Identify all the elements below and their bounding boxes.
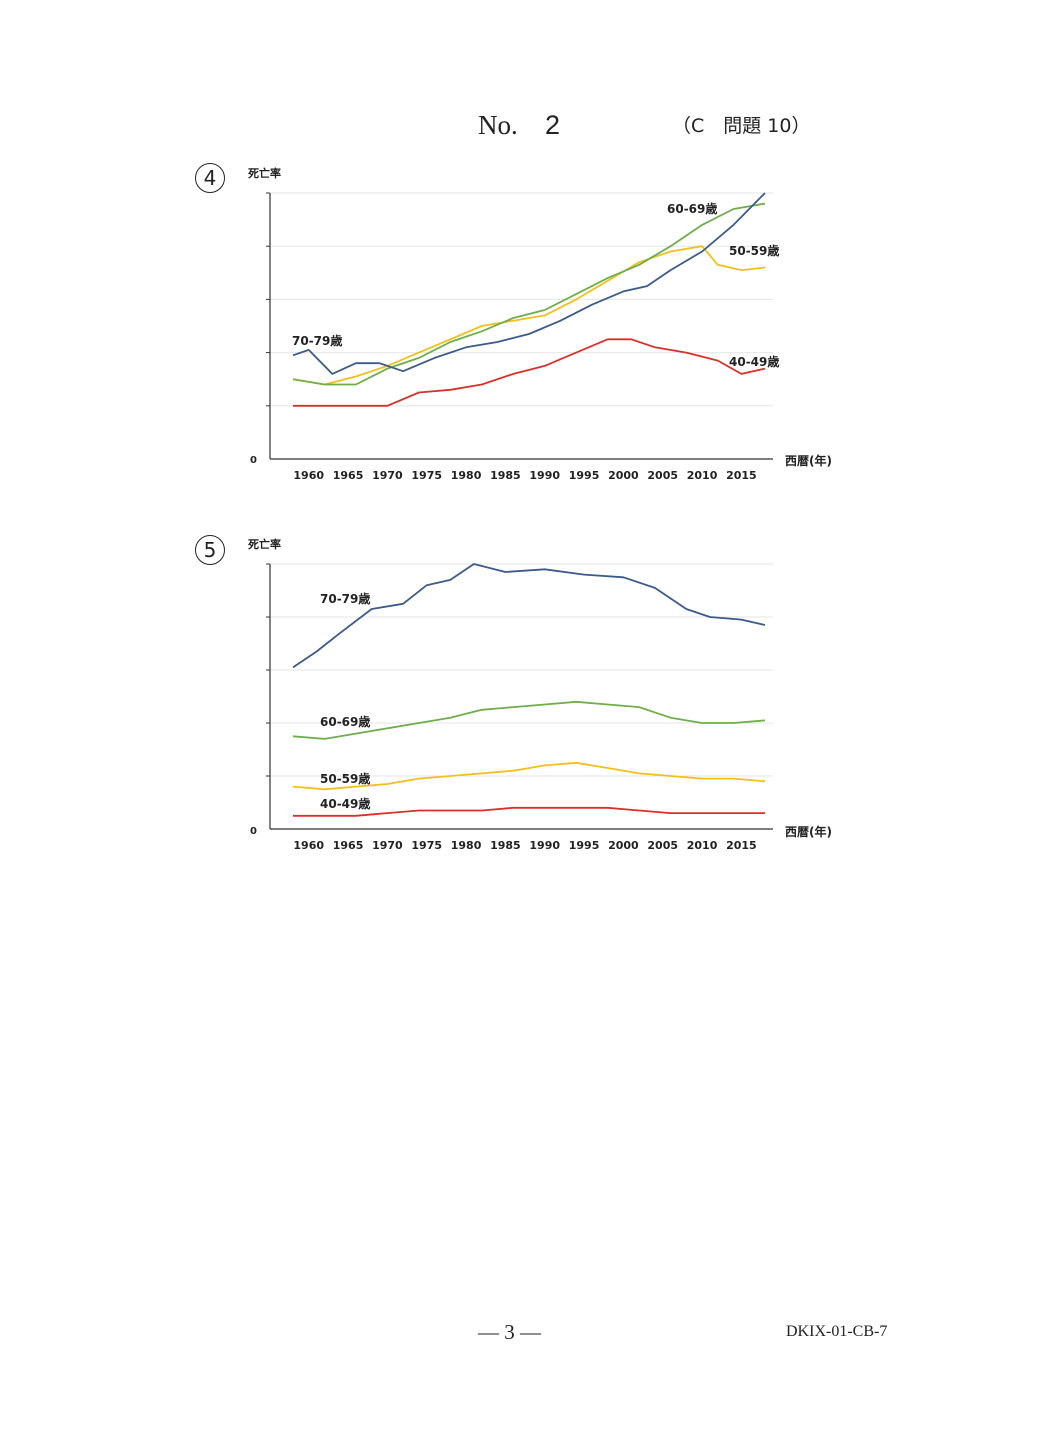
series-line-40-49 (293, 338, 766, 407)
y-zero-label: 0 (250, 826, 257, 837)
chart-4: 死亡率 0 西暦(年) 1960 1965 1970 1975 1980 1985 1990 199… (248, 166, 832, 482)
series-line-60-69 (292, 700, 766, 740)
x-axis-label: 西暦(年) (785, 824, 832, 839)
series-label: 70-79歳 (292, 333, 342, 348)
chart-marker-5: 5 (195, 535, 225, 565)
x-tick-label: 2000 (608, 839, 639, 852)
series-label: 60-69歳 (667, 201, 717, 216)
x-tick-label: 1980 (451, 469, 482, 482)
header-number: 2 (545, 110, 561, 140)
x-tick-label: 2000 (608, 469, 639, 482)
series-line-50-59 (292, 245, 766, 386)
series-label: 50-59歳 (729, 243, 779, 258)
x-tick-label: 1960 (293, 469, 324, 482)
x-tick-label: 1995 (569, 469, 600, 482)
series-label: 40-49歳 (320, 796, 370, 811)
series-label: 60-69歳 (320, 714, 370, 729)
x-tick-label: 1985 (490, 839, 521, 852)
series-line-60-69 (292, 202, 766, 386)
x-tick-label: 1985 (490, 469, 521, 482)
x-tick-label: 1960 (293, 839, 324, 852)
series-line-70-79 (292, 563, 766, 669)
series-line-40-49 (293, 806, 765, 817)
y-axis-label: 死亡率 (248, 166, 281, 180)
x-axis-label: 西暦(年) (785, 453, 832, 468)
header-question-ref: （C 問題 10） (672, 115, 811, 137)
x-tick-label: 1975 (411, 469, 442, 482)
header-no-label: No. (478, 110, 518, 140)
x-tick-label: 2015 (726, 469, 757, 482)
x-tick-label: 1995 (569, 839, 600, 852)
series-line-50-59 (292, 761, 766, 791)
x-tick-label: 1970 (372, 469, 403, 482)
series-label: 50-59歳 (320, 771, 370, 786)
chart-5: 死亡率 0 西暦(年) 1960 1965 1970 1975 1980 1985 1990 199… (248, 537, 832, 852)
x-tick-label: 2015 (726, 839, 757, 852)
x-tick-label: 1965 (333, 839, 364, 852)
x-tick-label: 2005 (647, 839, 678, 852)
series-label: 40-49歳 (729, 354, 779, 369)
page-number: — 3 — (478, 1320, 541, 1344)
series-line-70-79 (292, 192, 766, 375)
x-tick-label: 1975 (411, 839, 442, 852)
x-tick-label: 2010 (687, 839, 718, 852)
x-tick-label: 2010 (687, 469, 718, 482)
series-label: 70-79歳 (320, 591, 370, 606)
y-zero-label: 0 (250, 455, 257, 466)
document-code: DKIX-01-CB-7 (786, 1323, 888, 1340)
x-tick-label: 1970 (372, 839, 403, 852)
x-tick-label: 1990 (529, 469, 560, 482)
y-axis-label: 死亡率 (248, 537, 281, 551)
x-tick-label: 1965 (333, 469, 364, 482)
x-tick-label: 2005 (647, 469, 678, 482)
x-tick-label: 1990 (529, 839, 560, 852)
chart-marker-4: 4 (195, 163, 225, 193)
x-tick-label: 1980 (451, 839, 482, 852)
